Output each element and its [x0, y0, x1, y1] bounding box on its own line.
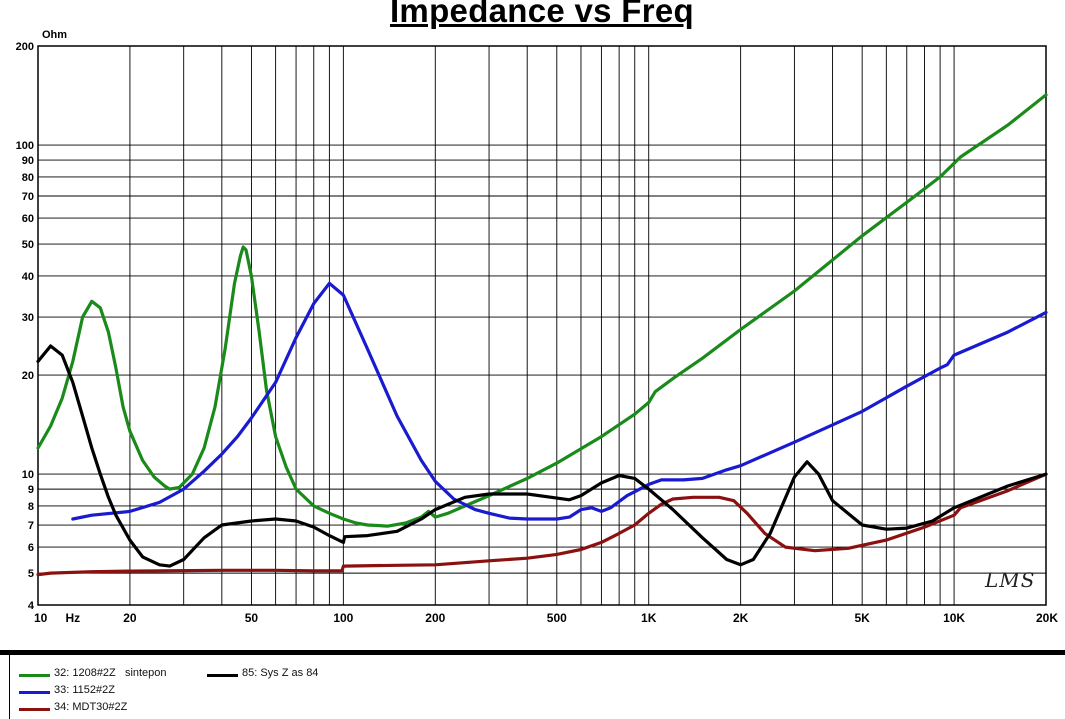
- x-tick-label: 5K: [854, 611, 870, 625]
- y-tick-label: 200: [16, 41, 34, 53]
- x-axis-unit-label: Hz: [65, 611, 80, 625]
- y-tick-label: 60: [22, 213, 34, 225]
- x-tick-label: 10: [34, 611, 48, 625]
- series-line-1: [36, 93, 1048, 528]
- y-tick-label: 50: [22, 239, 34, 251]
- y-tick-label: 30: [22, 312, 34, 324]
- series-line-4: [36, 344, 1048, 568]
- y-tick-label: 100: [16, 140, 34, 152]
- y-tick-label: 8: [28, 501, 34, 513]
- y-tick-label: 10: [22, 469, 34, 481]
- x-tick-label: 50: [245, 611, 259, 625]
- y-tick-label: 9: [28, 484, 34, 496]
- x-tick-label: 2K: [733, 611, 749, 625]
- legend-item-series-2: 33: 1152#2Z: [54, 684, 115, 696]
- legend-swatch-series-4: [207, 674, 238, 677]
- y-tick-label: 90: [22, 155, 34, 167]
- x-tick-label: 20: [123, 611, 137, 625]
- x-tick-label: 1K: [641, 611, 657, 625]
- legend-item-series-4: 85: Sys Z as 84: [242, 667, 319, 679]
- series-line-2: [71, 281, 1048, 521]
- y-tick-label: 40: [22, 271, 34, 283]
- plot-area: [38, 46, 1046, 605]
- legend: 32: 1208#2Z sintepon 33: 1152#2Z 34: MDT…: [9, 655, 1065, 719]
- y-tick-label: 6: [28, 542, 34, 554]
- x-tick-label: 500: [547, 611, 567, 625]
- y-tick-label: 4: [28, 600, 35, 612]
- legend-item-series-1: 32: 1208#2Z sintepon: [54, 667, 167, 679]
- x-tick-label: 100: [333, 611, 353, 625]
- x-tick-label: 20K: [1036, 611, 1058, 625]
- x-tick-label: 200: [425, 611, 445, 625]
- chart-title: Impedance vs Freq: [389, 0, 695, 29]
- lms-watermark: LMS: [985, 568, 1036, 592]
- legend-item-series-3: 34: MDT30#2Z: [54, 701, 128, 713]
- y-tick-label: 5: [28, 568, 34, 580]
- impedance-chart: 4 5 6 7 8 9 10 20 30 40 50 60 70 80 90 100 200 10 20 50 100 2…: [16, 41, 1059, 625]
- y-axis-label: Ohm: [42, 29, 68, 41]
- x-tick-label: 10K: [943, 611, 965, 625]
- series-line-3: [36, 472, 1048, 577]
- y-tick-label: 80: [22, 172, 34, 184]
- legend-swatch-series-3: [19, 708, 50, 711]
- plot-frame: [37, 45, 1047, 606]
- y-tick-label: 70: [22, 191, 34, 203]
- legend-swatch-series-1: [19, 674, 50, 677]
- y-tick-label: 7: [28, 520, 34, 532]
- y-tick-label: 20: [22, 370, 34, 382]
- legend-divider: [0, 650, 1065, 655]
- legend-swatch-series-2: [19, 691, 50, 694]
